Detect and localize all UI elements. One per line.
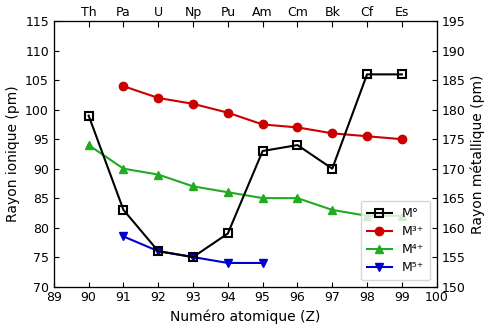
M° bbox=[190, 255, 196, 259]
M³⁺ bbox=[120, 84, 126, 88]
M⁴⁺ bbox=[225, 190, 231, 194]
M⁵⁺ bbox=[225, 261, 231, 265]
M° bbox=[260, 149, 266, 153]
M° bbox=[86, 114, 92, 117]
Line: M°: M° bbox=[84, 70, 406, 261]
Line: M⁴⁺: M⁴⁺ bbox=[84, 141, 406, 220]
M° bbox=[399, 72, 405, 76]
M° bbox=[295, 143, 300, 147]
X-axis label: Numéro atomique (Z): Numéro atomique (Z) bbox=[170, 310, 321, 324]
Line: M³⁺: M³⁺ bbox=[119, 82, 406, 143]
M³⁺ bbox=[399, 137, 405, 141]
M⁴⁺ bbox=[190, 184, 196, 188]
M⁴⁺ bbox=[120, 167, 126, 171]
M° bbox=[364, 72, 370, 76]
Legend: M°, M³⁺, M⁴⁺, M⁵⁺: M°, M³⁺, M⁴⁺, M⁵⁺ bbox=[360, 201, 431, 280]
Y-axis label: Rayon ionique (pm): Rayon ionique (pm) bbox=[5, 85, 20, 222]
M³⁺ bbox=[364, 134, 370, 138]
M⁴⁺ bbox=[86, 143, 92, 147]
M⁴⁺ bbox=[329, 208, 335, 212]
M³⁺ bbox=[295, 125, 300, 129]
M⁵⁺ bbox=[260, 261, 266, 265]
M⁴⁺ bbox=[364, 214, 370, 218]
M⁴⁺ bbox=[295, 196, 300, 200]
M⁵⁺ bbox=[190, 255, 196, 259]
M° bbox=[120, 208, 126, 212]
M° bbox=[329, 167, 335, 171]
M° bbox=[155, 249, 161, 253]
Line: M⁵⁺: M⁵⁺ bbox=[119, 232, 267, 267]
M⁵⁺ bbox=[155, 249, 161, 253]
Y-axis label: Rayon métallique (pm): Rayon métallique (pm) bbox=[471, 74, 486, 234]
M⁴⁺ bbox=[399, 214, 405, 218]
M³⁺ bbox=[155, 96, 161, 100]
M° bbox=[225, 232, 231, 236]
M⁴⁺ bbox=[260, 196, 266, 200]
M³⁺ bbox=[190, 102, 196, 106]
M³⁺ bbox=[329, 131, 335, 135]
M⁴⁺ bbox=[155, 173, 161, 177]
M³⁺ bbox=[225, 111, 231, 115]
M³⁺ bbox=[260, 122, 266, 126]
M⁵⁺ bbox=[120, 234, 126, 238]
